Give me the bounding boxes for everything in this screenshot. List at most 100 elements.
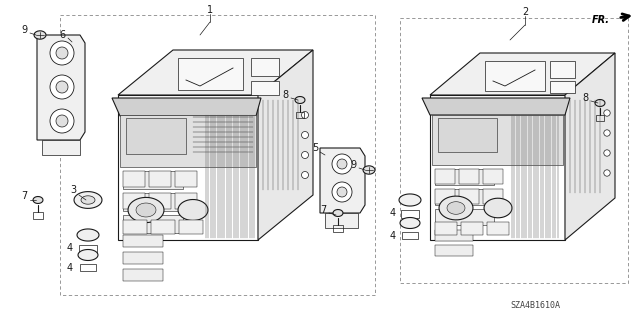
Circle shape xyxy=(332,182,352,202)
Polygon shape xyxy=(77,229,99,241)
Polygon shape xyxy=(120,115,256,167)
Circle shape xyxy=(301,112,308,118)
Polygon shape xyxy=(438,118,497,152)
Polygon shape xyxy=(363,166,375,174)
Polygon shape xyxy=(33,197,43,204)
Polygon shape xyxy=(459,169,479,184)
Polygon shape xyxy=(251,81,279,95)
Polygon shape xyxy=(439,196,473,220)
Text: 7: 7 xyxy=(21,191,27,201)
Text: 3: 3 xyxy=(70,185,76,195)
Circle shape xyxy=(50,41,74,65)
Text: 9: 9 xyxy=(350,160,356,170)
Polygon shape xyxy=(487,222,509,235)
Circle shape xyxy=(332,154,352,174)
Polygon shape xyxy=(333,210,343,217)
Circle shape xyxy=(301,131,308,138)
Polygon shape xyxy=(400,218,420,228)
Circle shape xyxy=(337,187,347,197)
Polygon shape xyxy=(34,31,46,39)
Polygon shape xyxy=(483,189,503,204)
Polygon shape xyxy=(459,189,479,204)
Polygon shape xyxy=(123,252,163,264)
Polygon shape xyxy=(430,53,615,95)
Text: SZA4B1610A: SZA4B1610A xyxy=(510,300,560,309)
Polygon shape xyxy=(149,193,171,209)
Polygon shape xyxy=(42,140,80,155)
Polygon shape xyxy=(435,189,455,204)
Text: 5: 5 xyxy=(312,143,318,153)
Polygon shape xyxy=(178,58,243,90)
Polygon shape xyxy=(325,213,358,228)
Polygon shape xyxy=(435,222,457,235)
Circle shape xyxy=(604,110,610,116)
Polygon shape xyxy=(399,194,421,206)
Polygon shape xyxy=(74,192,102,208)
Polygon shape xyxy=(550,61,575,78)
Polygon shape xyxy=(435,230,473,241)
Circle shape xyxy=(56,81,68,93)
Polygon shape xyxy=(151,220,175,234)
Polygon shape xyxy=(461,222,483,235)
Polygon shape xyxy=(123,193,145,209)
Polygon shape xyxy=(118,95,258,240)
Circle shape xyxy=(56,47,68,59)
Polygon shape xyxy=(123,269,163,281)
Text: 8: 8 xyxy=(582,93,588,103)
Circle shape xyxy=(337,159,347,169)
Polygon shape xyxy=(123,171,145,187)
Polygon shape xyxy=(37,35,85,140)
Polygon shape xyxy=(179,220,203,234)
Text: 6: 6 xyxy=(59,30,65,40)
Polygon shape xyxy=(435,169,494,185)
Text: 7: 7 xyxy=(320,205,326,215)
Text: 1: 1 xyxy=(207,5,213,15)
Polygon shape xyxy=(435,169,455,184)
Polygon shape xyxy=(435,245,473,256)
Polygon shape xyxy=(175,171,197,187)
Circle shape xyxy=(50,75,74,99)
Circle shape xyxy=(604,150,610,156)
Polygon shape xyxy=(126,118,186,154)
Polygon shape xyxy=(81,196,95,204)
Polygon shape xyxy=(435,189,494,205)
Polygon shape xyxy=(123,235,163,247)
Polygon shape xyxy=(136,203,156,217)
Circle shape xyxy=(50,109,74,133)
Text: 8: 8 xyxy=(282,90,288,100)
Polygon shape xyxy=(175,193,197,209)
Polygon shape xyxy=(251,58,279,76)
Polygon shape xyxy=(430,95,565,240)
Polygon shape xyxy=(178,199,208,220)
Polygon shape xyxy=(320,148,365,213)
Polygon shape xyxy=(447,202,465,214)
Polygon shape xyxy=(550,81,575,93)
Text: 4: 4 xyxy=(390,231,396,241)
Polygon shape xyxy=(123,171,183,189)
Text: 2: 2 xyxy=(522,7,528,17)
Polygon shape xyxy=(484,198,512,218)
Polygon shape xyxy=(422,98,570,115)
Polygon shape xyxy=(432,115,563,165)
Polygon shape xyxy=(435,209,494,225)
Text: 9: 9 xyxy=(21,25,27,35)
Polygon shape xyxy=(565,53,615,240)
Text: FR.: FR. xyxy=(592,15,610,25)
Circle shape xyxy=(56,115,68,127)
Circle shape xyxy=(604,170,610,176)
Text: 4: 4 xyxy=(67,263,73,273)
Polygon shape xyxy=(595,100,605,107)
Polygon shape xyxy=(112,98,261,116)
Circle shape xyxy=(604,130,610,136)
Polygon shape xyxy=(123,220,147,234)
Polygon shape xyxy=(128,197,164,223)
Polygon shape xyxy=(149,171,171,187)
Polygon shape xyxy=(483,169,503,184)
Polygon shape xyxy=(118,50,313,95)
Text: 4: 4 xyxy=(67,243,73,253)
Circle shape xyxy=(301,172,308,179)
Polygon shape xyxy=(258,50,313,240)
Polygon shape xyxy=(123,215,183,233)
Polygon shape xyxy=(123,193,183,211)
Polygon shape xyxy=(485,61,545,91)
